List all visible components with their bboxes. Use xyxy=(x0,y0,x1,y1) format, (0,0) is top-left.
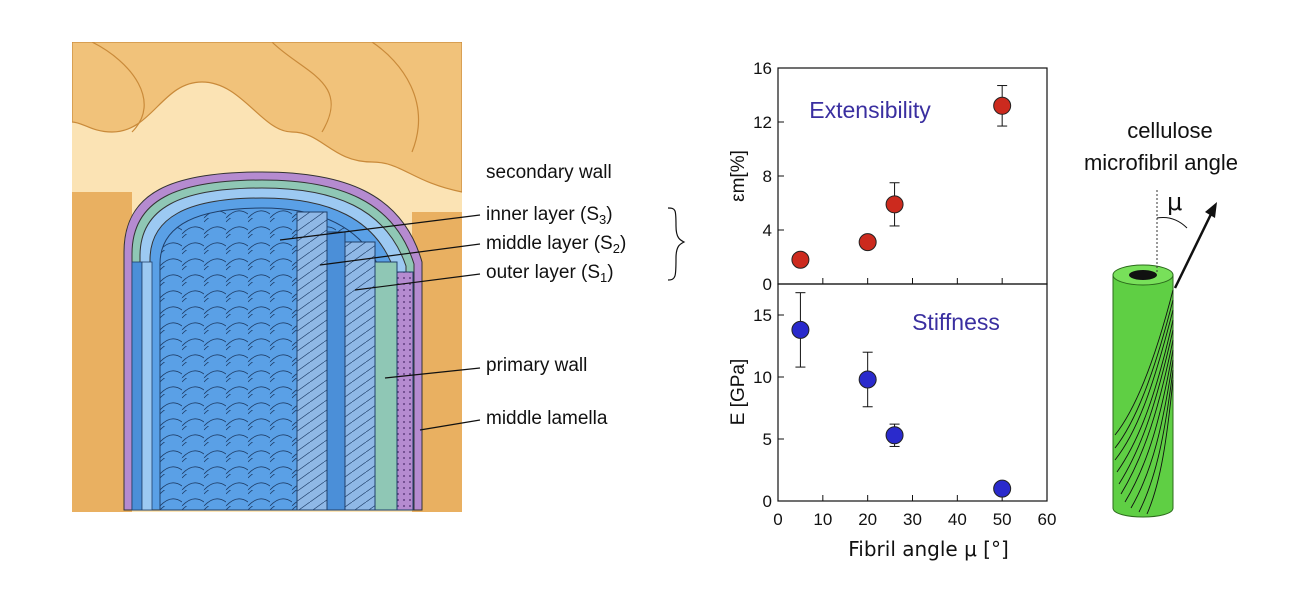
label-middle-lamella: middle lamella xyxy=(486,408,608,429)
cell-wall-illustration xyxy=(72,42,462,512)
chart-title: Extensibility xyxy=(809,97,931,123)
label-primary-wall: primary wall xyxy=(486,355,588,376)
data-point xyxy=(858,233,877,252)
data-point xyxy=(858,370,877,389)
mu-symbol: μ xyxy=(1167,188,1182,216)
microfibril-diagram: μ xyxy=(1112,188,1217,518)
y-tick-label: 4 xyxy=(763,221,772,240)
label-outer-layer: outer layer (S1) xyxy=(486,262,614,285)
y-axis-label: εm[%] xyxy=(728,150,749,202)
x-tick-label: 10 xyxy=(813,510,832,529)
data-point xyxy=(993,479,1012,498)
lamella-waves xyxy=(72,42,462,193)
y-tick-label: 0 xyxy=(763,275,772,294)
x-tick-label: 20 xyxy=(858,510,877,529)
fibril-title-line2: microfibril angle xyxy=(1083,150,1239,175)
fibril-angle-plots: 0 4 8 12 16 Extensibility εm[%] 0 5 10 15 Stiffness… xyxy=(728,60,1057,561)
x-tick-label: 50 xyxy=(993,510,1012,529)
x-tick-label: 40 xyxy=(948,510,967,529)
y-tick-label: 16 xyxy=(753,60,772,78)
x-tick-label: 60 xyxy=(1038,510,1057,529)
y-tick-label: 10 xyxy=(753,368,772,387)
label-inner-layer: inner layer (S3) xyxy=(486,204,613,227)
data-point xyxy=(993,96,1012,115)
data-point xyxy=(885,426,904,445)
y-tick-label: 5 xyxy=(763,430,772,449)
data-point xyxy=(885,195,904,214)
y-tick-label: 8 xyxy=(763,167,772,186)
data-point xyxy=(791,320,810,339)
label-middle-layer: middle layer (S2) xyxy=(486,233,627,256)
y-tick-label: 15 xyxy=(753,306,772,325)
fibril-title-line1: cellulose xyxy=(1127,118,1213,143)
y-axis-label: E [GPa] xyxy=(728,359,749,426)
chart-title: Stiffness xyxy=(912,309,1000,335)
x-tick-label: 30 xyxy=(903,510,922,529)
data-point xyxy=(791,250,810,269)
x-tick-label: 0 xyxy=(773,510,782,529)
label-secondary-wall: secondary wall xyxy=(486,162,612,183)
y-tick-label: 12 xyxy=(753,113,772,132)
y-tick-label: 0 xyxy=(763,492,772,511)
x-axis-label: Fibril angle μ [°] xyxy=(848,537,1009,561)
